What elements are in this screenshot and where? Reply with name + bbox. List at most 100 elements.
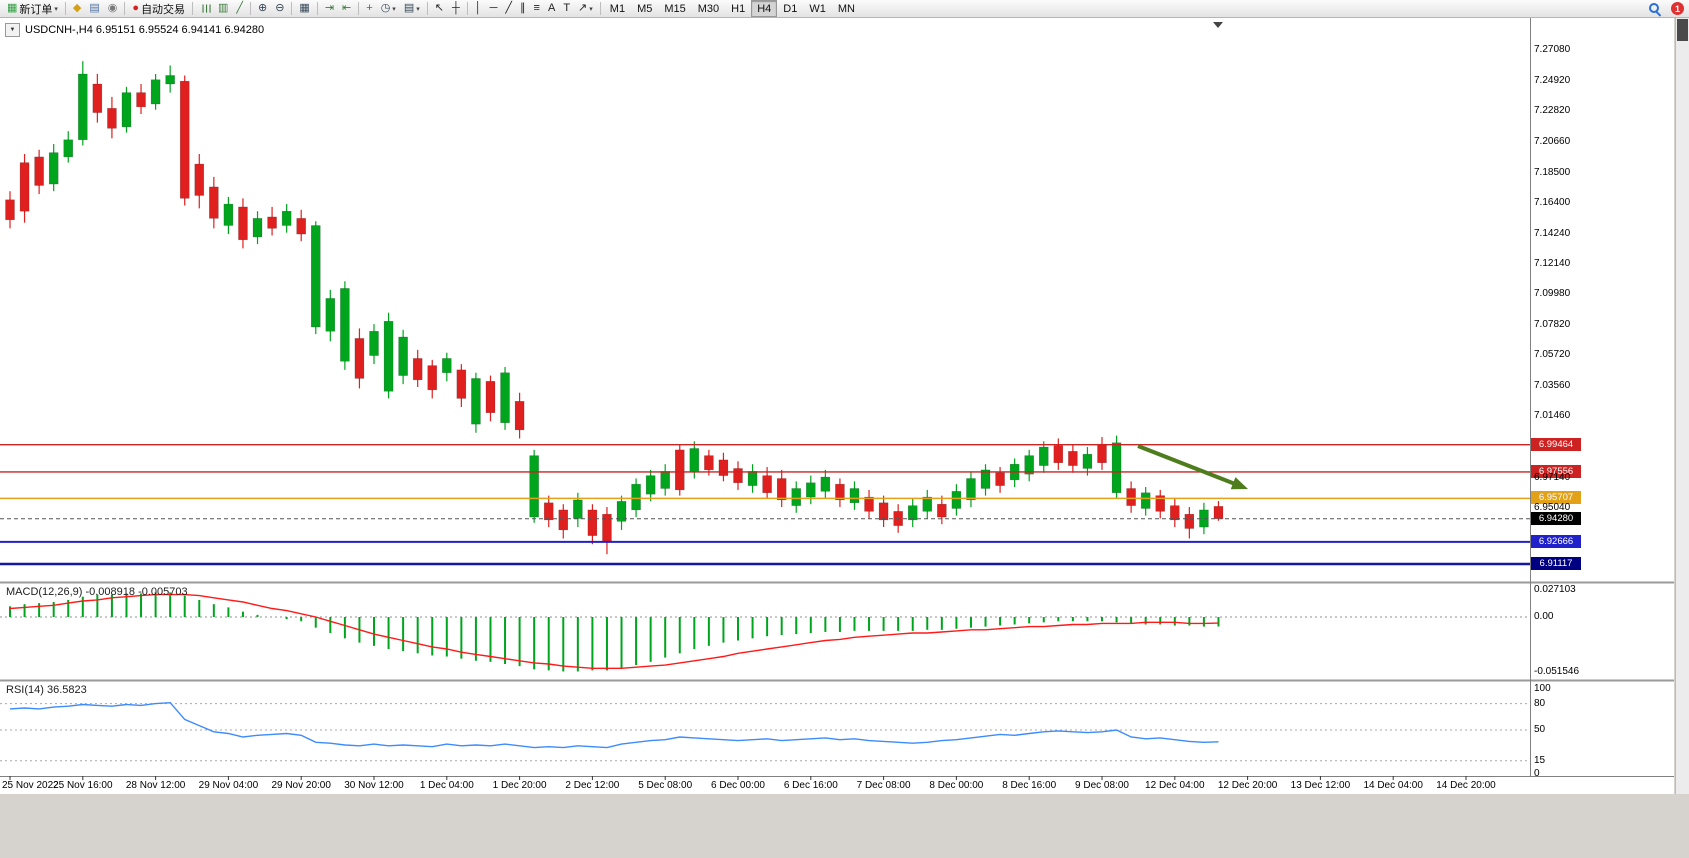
search-button[interactable] (1644, 0, 1665, 18)
chart-header: ▼ USDCNH-,H4 6.95151 6.95524 6.94141 6.9… (5, 23, 264, 37)
toolbar-separator (64, 2, 66, 15)
trendline-icon: ╱ (505, 2, 513, 14)
indicators-button[interactable]: + (362, 0, 376, 18)
label-button[interactable]: T (559, 0, 574, 18)
fibonacci-button[interactable]: ≡ (530, 0, 544, 18)
timeframe-w1[interactable]: W1 (803, 0, 832, 17)
timeframe-h4[interactable]: H4 (751, 0, 778, 17)
zoom-in-icon: ⊕ (257, 2, 268, 14)
toolbar-groups: ▦ 新订单 ▾ ◆ ▤ ◉ ● 自动交易 ☰ ▥ ╱ ⊕ ⊖ ▦ ⇥ ⇤ + ◷ ▾ ▤ ▾ ↖ ┼ │ ─ ╱ ∥ ≡ A T ↗ ▾ M1 M… (3, 0, 861, 18)
timeframe-m5[interactable]: M5 (631, 0, 658, 17)
toolbar-separator (124, 2, 126, 15)
timeframe-m15[interactable]: M15 (658, 0, 691, 17)
timeframe-w1-label: W1 (809, 2, 826, 15)
collapse-indicator-button[interactable]: ▼ (5, 23, 20, 37)
line-chart-icon: ╱ (236, 2, 243, 14)
caret-down-icon: ▾ (392, 5, 396, 13)
timeframe-m1[interactable]: M1 (604, 0, 631, 17)
new-order-button-label: 新订单 (19, 3, 53, 16)
text-button[interactable]: A (544, 0, 559, 18)
channel-button[interactable]: ∥ (516, 0, 530, 18)
timeframe-m15-label: M15 (664, 2, 686, 15)
new-order-button[interactable]: ▦ 新订单 ▾ (3, 0, 62, 18)
text-icon: A (547, 2, 556, 14)
channel-icon: ∥ (520, 2, 526, 14)
timeframe-m1-label: M1 (609, 2, 626, 15)
auto-scroll-button[interactable]: ⇥ (321, 0, 338, 18)
auto-trading-button-label: 自动交易 (141, 3, 186, 16)
label-icon: T (563, 2, 571, 14)
toolbar-right: 1 (1644, 0, 1686, 18)
trendline-button[interactable]: ╱ (501, 0, 516, 18)
toolbar-separator (466, 2, 468, 15)
chart-shift-button[interactable]: ⇤ (338, 0, 355, 18)
timeframe-mn[interactable]: MN (832, 0, 861, 17)
timeframe-mn-label: MN (837, 2, 855, 15)
toolbar-separator (316, 2, 318, 15)
timeframe-h1-label: H1 (731, 2, 746, 15)
macd-panel[interactable] (0, 584, 1530, 680)
toolbar-separator (192, 2, 194, 15)
tile-windows-button[interactable]: ▦ (295, 0, 313, 18)
periods-button[interactable]: ◷ ▾ (377, 0, 400, 18)
toolbar-separator (358, 2, 360, 15)
chart-canvas[interactable] (0, 18, 1530, 582)
crosshair-icon: ┼ (451, 2, 460, 14)
megaphone-icon: ◆ (72, 2, 82, 14)
auto-scroll-icon: ⇥ (324, 2, 335, 14)
chart-shift-icon: ⇤ (342, 2, 352, 14)
notification-badge[interactable]: 1 (1671, 2, 1684, 15)
horizontal-line-icon: ─ (489, 2, 498, 14)
price-axis[interactable] (1530, 18, 1674, 794)
auto-trading-icon: ● (132, 2, 140, 14)
caret-down-icon: ▾ (589, 5, 593, 13)
toolbar-separator (291, 2, 293, 15)
zoom-in-button[interactable]: ⊕ (254, 0, 271, 18)
candlestick-chart-button[interactable]: ▥ (214, 0, 232, 18)
timeframe-m30[interactable]: M30 (692, 0, 725, 17)
toolbar-separator (599, 2, 601, 15)
bar-chart-icon: ☰ (199, 3, 212, 14)
rsi-indicator-label: RSI(14) 36.5823 (6, 684, 87, 696)
chart-window-button[interactable]: ▤ (85, 0, 103, 18)
macd-indicator-label: MACD(12,26,9) -0.008918 -0.005703 (6, 586, 188, 598)
search-icon (1648, 2, 1662, 17)
timeframe-h4-label: H4 (757, 2, 772, 15)
rsi-panel[interactable] (0, 681, 1530, 776)
signal-icon: ◉ (107, 2, 118, 14)
toolbar: ▦ 新订单 ▾ ◆ ▤ ◉ ● 自动交易 ☰ ▥ ╱ ⊕ ⊖ ▦ ⇥ ⇤ + ◷ ▾ ▤ ▾ ↖ ┼ │ ─ ╱ ∥ ≡ A T ↗ ▾ M1 M… (0, 0, 1689, 18)
zoom-out-icon: ⊖ (275, 2, 285, 14)
timeframe-d1[interactable]: D1 (777, 0, 803, 17)
tile-windows-icon: ▦ (299, 2, 310, 14)
toolbar-separator (426, 2, 428, 15)
megaphone-button[interactable]: ◆ (69, 0, 85, 18)
timeframe-m5-label: M5 (637, 2, 653, 15)
caret-down-icon: ▾ (54, 5, 58, 13)
line-chart-button[interactable]: ╱ (232, 0, 247, 18)
horizontal-line-button[interactable]: ─ (486, 0, 502, 18)
caret-down-icon: ▾ (416, 5, 420, 13)
zoom-out-button[interactable]: ⊖ (271, 0, 288, 18)
arrows-button[interactable]: ↗ ▾ (574, 0, 597, 18)
signals-button[interactable]: ◉ (104, 0, 122, 18)
clock-icon: ◷ (380, 2, 391, 14)
scrollbar-thumb[interactable] (1677, 19, 1688, 41)
vertical-scrollbar[interactable] (1675, 18, 1689, 794)
time-axis[interactable] (0, 776, 1530, 794)
cursor-button[interactable]: ↖ (431, 0, 448, 18)
bar-chart-button[interactable]: ☰ (196, 0, 214, 18)
vertical-line-icon: │ (474, 2, 482, 14)
template-icon: ▤ (403, 2, 415, 14)
chart-ohlc-label: USDCNH-,H4 6.95151 6.95524 6.94141 6.942… (25, 24, 265, 36)
timeframe-d1-label: D1 (783, 2, 798, 15)
chart-window-icon: ▤ (89, 2, 100, 14)
auto-trading-button[interactable]: ● 自动交易 (128, 0, 189, 18)
cursor-icon: ↖ (434, 2, 444, 14)
candlestick-icon: ▥ (217, 2, 229, 14)
crosshair-button[interactable]: ┼ (448, 0, 464, 18)
templates-button[interactable]: ▤ ▾ (400, 0, 424, 18)
timeframe-h1[interactable]: H1 (725, 0, 751, 17)
status-strip (0, 794, 1689, 858)
fibonacci-icon: ≡ (533, 2, 540, 14)
vertical-line-button[interactable]: │ (471, 0, 486, 18)
